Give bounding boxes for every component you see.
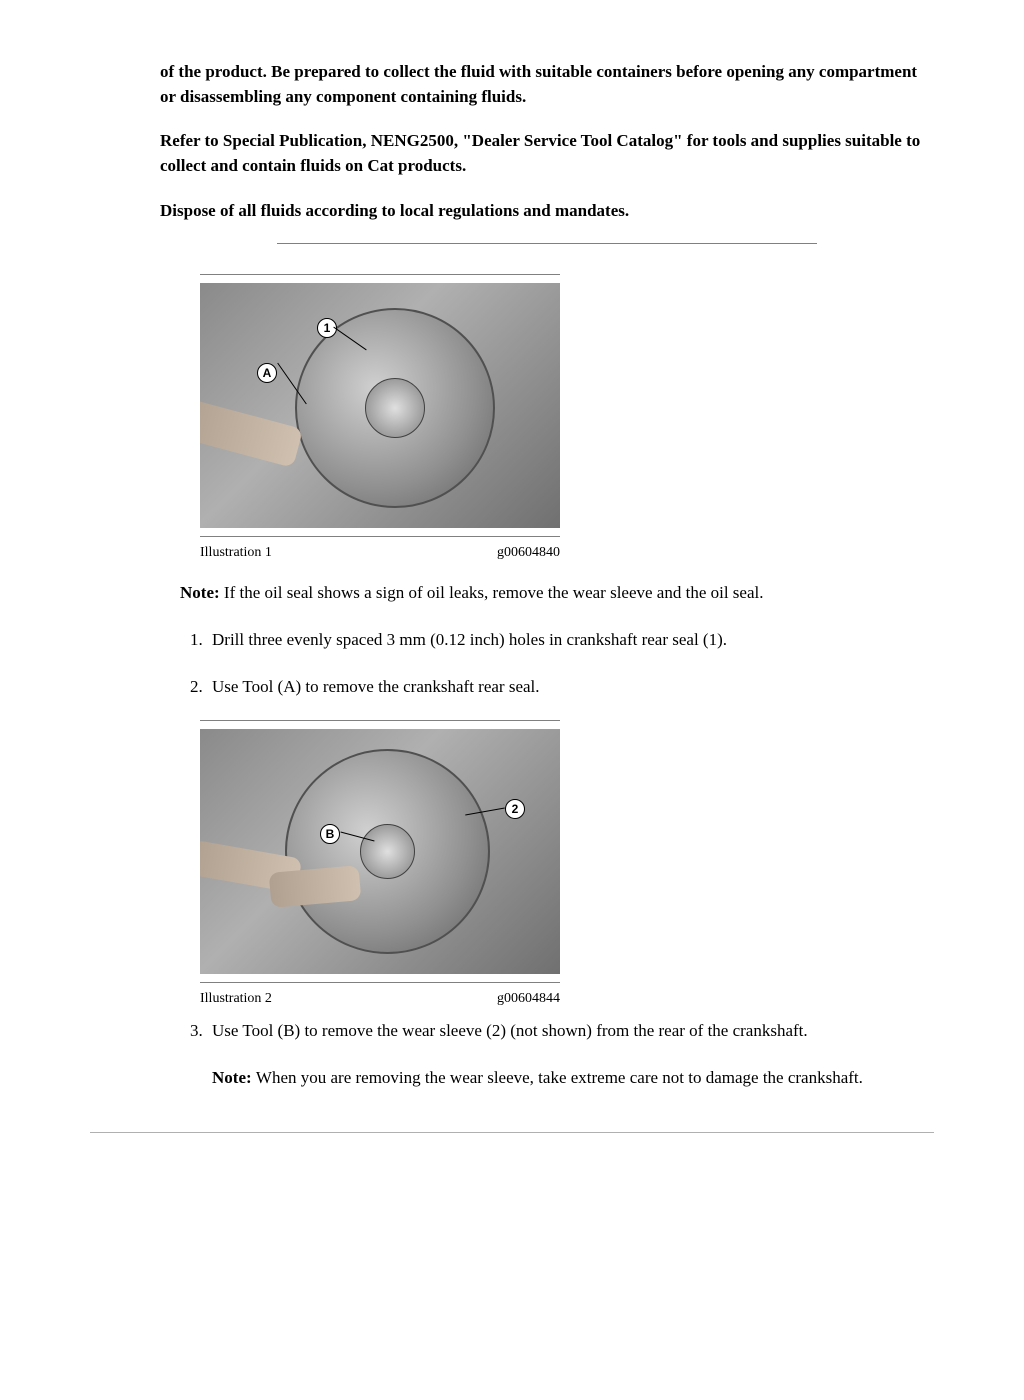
note2-label: Note:	[212, 1068, 256, 1087]
step3-text: Use Tool (B) to remove the wear sleeve (…	[212, 1021, 808, 1040]
notice-p1: of the product. Be prepared to collect t…	[160, 60, 934, 109]
step1-text: Drill three evenly spaced 3 mm (0.12 inc…	[212, 626, 934, 653]
illustration-1-block: 1 A Illustration 1 g00604840	[200, 274, 560, 561]
note1-label: Note:	[180, 583, 224, 602]
step1-num: 1.	[190, 626, 212, 653]
illus1-code: g00604840	[497, 545, 560, 561]
illus1-top-rule	[200, 274, 560, 275]
hub-shape	[365, 378, 425, 438]
notice-divider	[277, 243, 817, 244]
note2-text: When you are removing the wear sleeve, t…	[256, 1068, 863, 1087]
illus1-caption: Illustration 1 g00604840	[200, 545, 560, 561]
step3-num: 3.	[190, 1017, 212, 1091]
illustration-1-image: 1 A	[200, 283, 560, 528]
step2-text: Use Tool (A) to remove the crankshaft re…	[212, 673, 934, 700]
page-footer-rule	[90, 1132, 934, 1133]
note1-text: If the oil seal shows a sign of oil leak…	[224, 583, 764, 602]
illus2-top-rule	[200, 720, 560, 721]
illus2-caption: Illustration 2 g00604844	[200, 991, 560, 1007]
illus1-bottom-rule	[200, 536, 560, 537]
illus2-bottom-rule	[200, 982, 560, 983]
illus2-label: Illustration 2	[200, 991, 272, 1007]
note-1: Note: If the oil seal shows a sign of oi…	[180, 581, 934, 606]
notice-p2: Refer to Special Publication, NENG2500, …	[160, 129, 934, 178]
document-content: of the product. Be prepared to collect t…	[160, 60, 934, 1092]
illus2-code: g00604844	[497, 991, 560, 1007]
step-1: 1. Drill three evenly spaced 3 mm (0.12 …	[190, 626, 934, 653]
note-2: Note: When you are removing the wear sle…	[212, 1064, 934, 1091]
notice-p3: Dispose of all fluids according to local…	[160, 199, 934, 224]
hub-shape-2	[360, 824, 415, 879]
step-2: 2. Use Tool (A) to remove the crankshaft…	[190, 673, 934, 700]
step2-num: 2.	[190, 673, 212, 700]
step-3: 3. Use Tool (B) to remove the wear sleev…	[190, 1017, 934, 1091]
illus1-label: Illustration 1	[200, 545, 272, 561]
illustration-2-image: B 2	[200, 729, 560, 974]
illustration-2-block: B 2 Illustration 2 g00604844	[200, 720, 560, 1007]
